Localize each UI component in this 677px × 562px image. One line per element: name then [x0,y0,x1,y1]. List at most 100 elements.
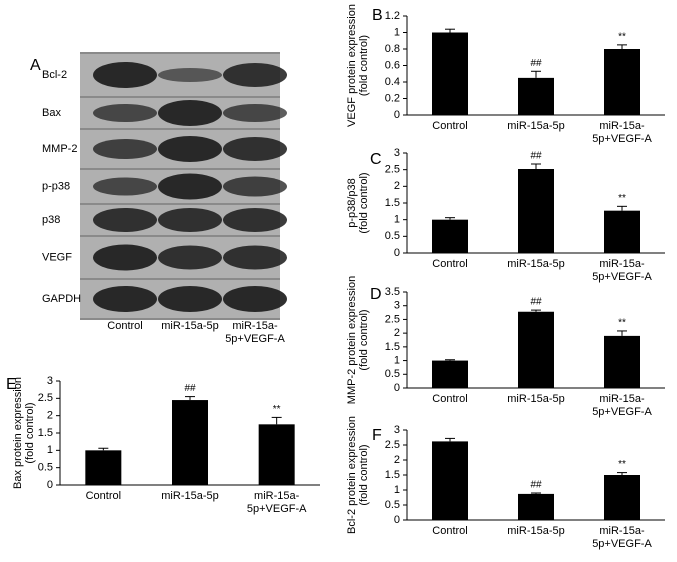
panel-letter: A [30,57,41,74]
blot-band [158,68,222,82]
bar-chart: D MMP-2 protein expression (fold control) 0… [346,276,665,418]
bar [604,335,640,388]
panel-letter: B [372,7,383,24]
blot-column-label: miR-15a-5p [161,320,218,332]
x-tick-label: miR-15a-5p [507,525,564,537]
y-axis-label: (fold control) [358,444,370,505]
significance-marker: ## [184,383,196,394]
y-tick-label: 2.5 [385,164,400,176]
x-tick-label: 5p+VEGF-A [592,133,652,145]
blot-band [223,63,287,87]
significance-marker: ## [530,151,542,162]
y-tick-label: 1 [394,26,400,38]
y-tick-label: 0.5 [385,499,400,511]
y-tick-label: 3 [394,424,400,436]
x-tick-label: 5p+VEGF-A [592,538,652,550]
y-tick-label: 0.4 [385,76,400,88]
blot-row-label: MMP-2 [42,143,77,155]
significance-marker: ## [530,480,542,491]
x-tick-label: miR-15a-5p [507,120,564,132]
x-tick-label: miR-15a-5p [507,393,564,405]
y-tick-label: 0 [394,247,400,259]
x-tick-label: Control [432,120,467,132]
x-tick-label: miR-15a- [254,490,300,502]
blot-band [223,176,287,197]
y-tick-label: 3.5 [385,286,400,298]
y-tick-label: 2.5 [385,439,400,451]
y-tick-label: 0.5 [38,462,53,474]
y-tick-label: 1.2 [385,10,400,22]
panel-letter: F [372,427,382,444]
y-tick-label: 0.5 [385,368,400,380]
y-axis-label: (fold control) [358,35,370,96]
bar [518,493,554,520]
y-tick-label: 2 [47,410,53,422]
y-tick-label: 1.5 [385,197,400,209]
y-tick-label: 0 [394,109,400,121]
bar [604,49,640,115]
y-tick-label: 2 [394,180,400,192]
y-axis-label: Bax protein expression [12,377,24,489]
x-tick-label: Control [432,258,467,270]
bar-chart: B VEGF protein expression (fold control) 0 0… [346,4,665,145]
y-tick-label: 1.5 [385,469,400,481]
bar [432,32,468,115]
blot-row-label: GAPDH [42,293,81,305]
y-tick-label: 3 [394,300,400,312]
y-tick-label: 3 [394,147,400,159]
blot-column-label: miR-15a- [232,320,278,332]
blot-band [93,244,157,271]
blot-band [93,177,157,196]
significance-marker: ** [618,459,626,470]
bar [604,210,640,253]
y-tick-label: 0.2 [385,92,400,104]
y-tick-label: 0.6 [385,59,400,71]
blot-band [223,208,287,232]
blot-row-label: VEGF [42,251,72,263]
blot-band [158,245,222,270]
y-tick-label: 3 [47,375,53,387]
y-tick-label: 0.5 [385,230,400,242]
y-axis-label: (fold control) [24,402,36,463]
y-tick-label: 2.5 [38,392,53,404]
bar [518,311,554,388]
y-axis-label: p-p38/p38 [346,178,358,228]
significance-marker: ** [273,404,281,415]
x-tick-label: 5p+VEGF-A [592,271,652,283]
y-tick-label: 2 [394,454,400,466]
blot-band [158,208,222,232]
bar [258,424,295,485]
blot-band [93,62,157,88]
significance-marker: ## [530,58,542,69]
blot-band [158,173,222,200]
panel-letter: E [6,376,17,393]
blot-band [93,208,157,232]
bar [432,219,468,253]
y-tick-label: 2 [394,327,400,339]
y-tick-label: 1.5 [38,427,53,439]
x-tick-label: miR-15a- [599,393,645,405]
bar-chart: Cp-p38/p38 (fold control) 0 0.5 1 1.5 2 2.5 3 Con… [346,147,665,283]
x-tick-label: Control [86,490,121,502]
y-tick-label: 0 [394,382,400,394]
significance-marker: ** [618,32,626,43]
blot-column-label: 5p+VEGF-A [225,333,285,345]
y-axis-label: Bcl-2 protein expression [346,416,358,534]
bar [432,360,468,388]
y-tick-label: 2.5 [385,313,400,325]
blot-row-label: p38 [42,214,60,226]
blot-band [223,137,287,161]
x-tick-label: miR-15a- [599,258,645,270]
blot-band [223,245,287,270]
bar [518,77,554,115]
bar [85,450,122,485]
bar [432,441,468,520]
significance-marker: ## [530,297,542,308]
x-tick-label: miR-15a-5p [507,258,564,270]
significance-marker: ** [618,193,626,204]
y-tick-label: 1 [394,214,400,226]
blot-band [93,104,157,122]
blot-band [93,286,157,312]
y-tick-label: 0 [394,514,400,526]
